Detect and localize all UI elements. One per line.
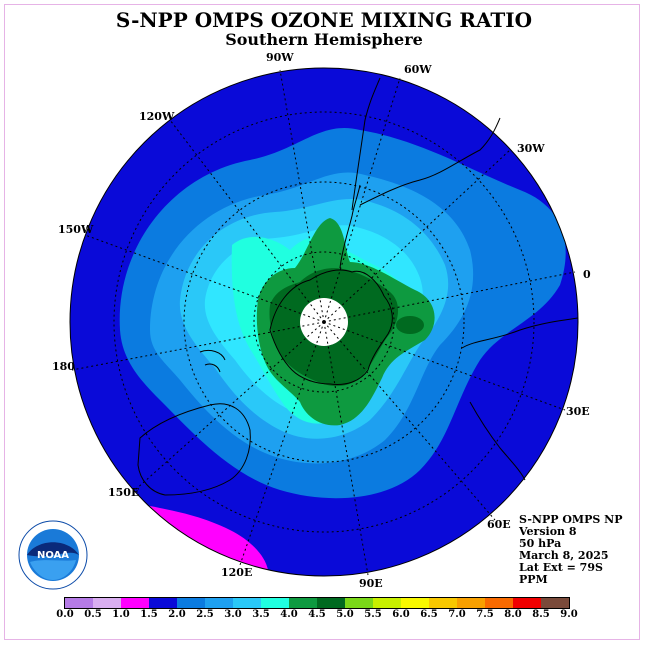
lon-label-120e: 120E [221,566,253,579]
colorbar-tick-label: 8.5 [532,609,550,620]
colorbar-swatch [373,598,401,608]
colorbar-swatch [317,598,345,608]
lon-label-30w: 30W [517,142,545,155]
colorbar-swatch [93,598,121,608]
colorbar-tick-label: 2.5 [196,609,214,620]
colorbar-tick-label: 5.5 [364,609,382,620]
lon-label-150e: 150E [108,486,140,499]
lon-label-90w: 90W [266,51,294,64]
lon-label-180: 180 [52,360,75,373]
lon-label-90e: 90E [359,577,383,590]
noaa-logo: NOAA [18,520,88,590]
lon-label-0: 0 [583,268,591,281]
colorbar-swatch [261,598,289,608]
colorbar-tick-label: 0.5 [84,609,102,620]
colorbar-swatch [429,598,457,608]
africa-coast [461,317,579,481]
colorbar-tick-label: 4.5 [308,609,326,620]
colorbar-swatch [149,598,177,608]
colorbar-tick-label: 8.0 [504,609,522,620]
colorbar-tick-label: 3.5 [252,609,270,620]
colorbar-tick-label: 0.0 [56,609,74,620]
map-outline [69,67,579,577]
colorbar-swatch [401,598,429,608]
lon-label-60w: 60W [404,63,432,76]
new-zealand-coast [199,349,226,373]
colorbar-tick-label: 7.5 [476,609,494,620]
colorbar-tick-label: 6.0 [392,609,410,620]
colorbar-tick-label: 3.0 [224,609,242,620]
colorbar-swatch [541,598,569,608]
colorbar-swatch [457,598,485,608]
band-dark-green-patch [396,316,424,334]
info-units: PPM [519,573,548,586]
info-block: S-NPP OMPS NP Version 8 50 hPa March 8, … [519,514,622,586]
colorbar-tick-label: 5.0 [336,609,354,620]
info-version: Version 8 [519,525,577,538]
colorbar-swatch [345,598,373,608]
colorbar-swatch [233,598,261,608]
coastlines [137,77,579,496]
antarctica-coast [269,269,393,385]
info-pressure: 50 hPa [519,537,562,550]
colorbar-swatch [65,598,93,608]
colorbar-tick-label: 1.5 [140,609,158,620]
antarctic-peninsula [339,184,361,269]
colorbar-swatch [289,598,317,608]
lon-label-60e: 60E [487,518,511,531]
map-title: S-NPP OMPS OZONE MIXING RATIO [115,8,533,32]
info-instrument: S-NPP OMPS NP [519,513,623,526]
south-america-coast [351,77,501,211]
colorbar-tick-label: 6.5 [420,609,438,620]
graticule [71,69,576,576]
lon-label-30e: 30E [566,405,590,418]
colorbar [64,597,570,609]
map-subtitle: Southern Hemisphere [225,30,423,49]
info-date: March 8, 2025 [519,549,609,562]
lon-label-120w: 120W [139,110,175,123]
australia-coast [137,403,251,496]
colorbar-swatch [205,598,233,608]
colorbar-tick-label: 7.0 [448,609,466,620]
colorbar-tick-label: 9.0 [560,609,578,620]
colorbar-ticks: 0.0 0.5 1.0 1.5 2.0 2.5 3.0 3.5 4.0 4.5 5.0 5.5 6.0 6… [0,609,648,623]
colorbar-swatch [485,598,513,608]
figure-frame [4,4,640,640]
lon-label-150w: 150W [58,223,94,236]
noaa-logo-text: NOAA [37,550,69,561]
info-lat-ext: Lat Ext = 79S [519,561,603,574]
colorbar-swatch [177,598,205,608]
colorbar-tick-label: 4.0 [280,609,298,620]
colorbar-tick-label: 1.0 [112,609,130,620]
colorbar-tick-label: 2.0 [168,609,186,620]
colorbar-swatch [513,598,541,608]
colorbar-swatch [121,598,149,608]
